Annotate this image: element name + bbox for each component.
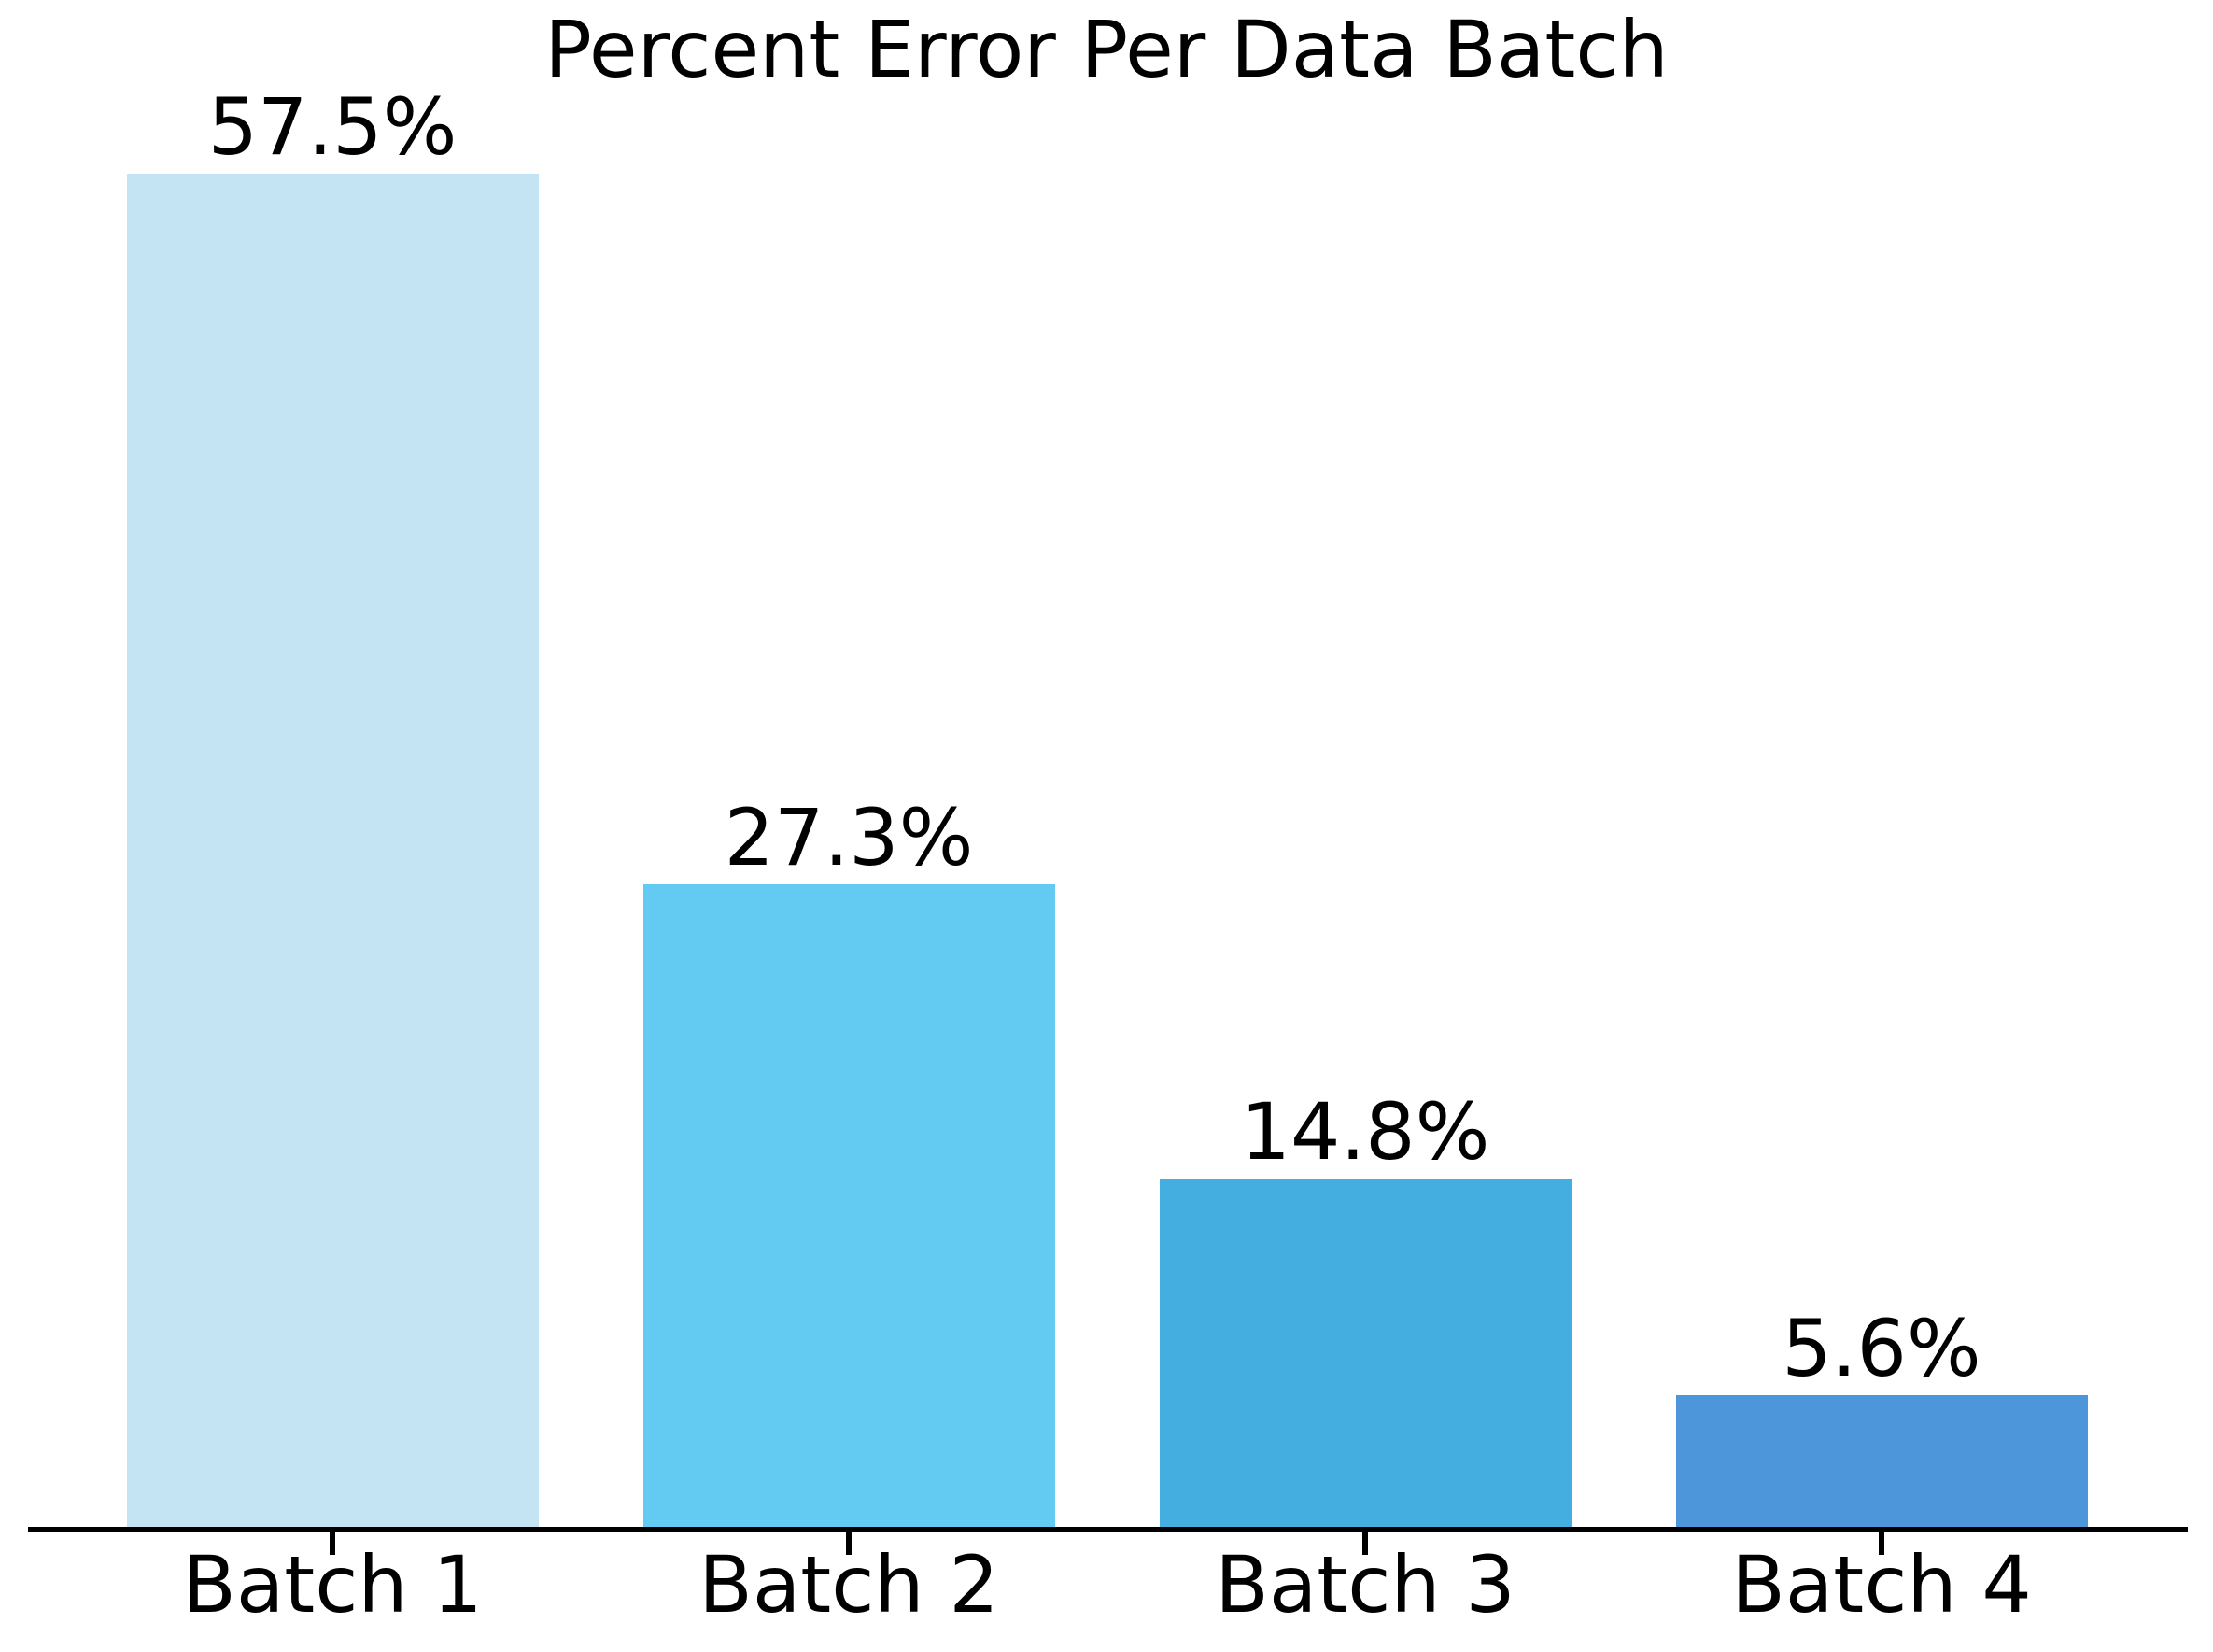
x-tick-label-batch-4: Batch 4 xyxy=(1731,1539,2032,1631)
x-tick-label-batch-3: Batch 3 xyxy=(1215,1539,1515,1631)
bar-batch-3 xyxy=(1159,1179,1572,1527)
chart-title: Percent Error Per Data Batch xyxy=(544,4,1669,95)
x-axis-tick-batch-1-icon xyxy=(330,1532,335,1555)
value-label-batch-2: 27.3% xyxy=(724,792,974,883)
x-axis-line xyxy=(28,1527,2188,1532)
bar-batch-1 xyxy=(126,174,539,1527)
value-label-batch-3: 14.8% xyxy=(1240,1086,1490,1178)
x-axis-tick-batch-3-icon xyxy=(1362,1532,1368,1555)
x-axis-tick-batch-2-icon xyxy=(846,1532,852,1555)
bar-batch-2 xyxy=(642,884,1055,1527)
value-label-batch-1: 57.5% xyxy=(207,81,458,173)
x-tick-label-batch-2: Batch 2 xyxy=(698,1539,999,1631)
x-axis-tick-batch-4-icon xyxy=(1879,1532,1884,1555)
bar-batch-4 xyxy=(1675,1395,2088,1527)
value-label-batch-4: 5.6% xyxy=(1782,1303,1981,1394)
x-tick-label-batch-1: Batch 1 xyxy=(182,1539,483,1631)
